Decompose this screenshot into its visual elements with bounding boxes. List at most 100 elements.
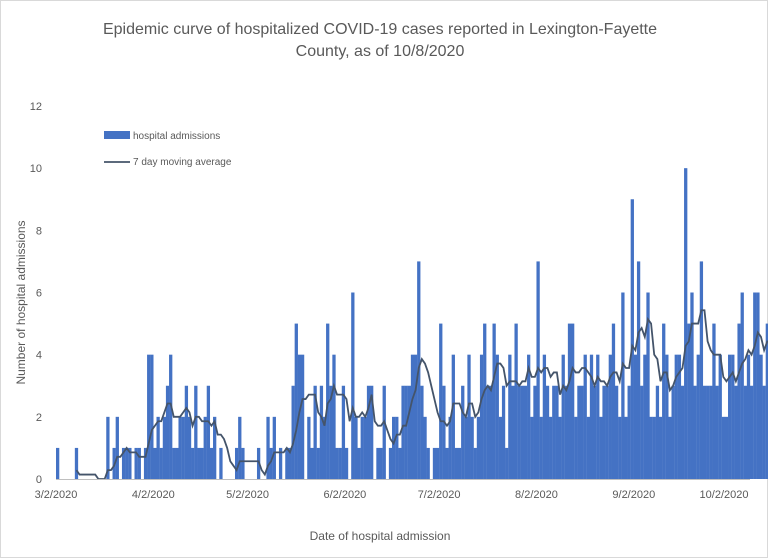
bar — [326, 323, 330, 479]
bar — [316, 447, 320, 479]
bar — [652, 416, 656, 479]
bar — [376, 447, 380, 479]
bar — [392, 416, 396, 479]
bar — [523, 385, 528, 479]
x-tick-label: 6/2/2020 — [323, 489, 366, 501]
legend-label-hospital-admissions: hospital admissions — [133, 131, 220, 142]
bar — [191, 447, 195, 479]
bar — [721, 416, 726, 479]
bar — [56, 447, 60, 479]
x-tick-label: 5/2/2020 — [226, 489, 269, 501]
y-tick-label: 4 — [36, 350, 42, 362]
y-tick-label: 2 — [36, 412, 42, 424]
bar — [734, 385, 738, 479]
x-tick-label: 8/2/2020 — [515, 489, 558, 501]
bar — [401, 385, 405, 479]
bar — [150, 354, 154, 479]
bar — [589, 354, 594, 479]
bar — [706, 385, 710, 479]
bar — [728, 354, 732, 479]
bar — [624, 416, 628, 479]
bar — [627, 385, 631, 479]
bar — [106, 416, 110, 479]
bar — [709, 385, 713, 479]
bar — [655, 385, 660, 479]
bar — [750, 385, 754, 479]
bar — [147, 354, 151, 479]
y-axis-title: Number of hospital admissions — [14, 220, 28, 384]
bar — [680, 385, 685, 479]
bar — [580, 385, 584, 479]
bar — [492, 323, 496, 479]
bar — [439, 323, 443, 479]
bar — [200, 447, 204, 479]
bar — [467, 354, 471, 479]
x-tick-label: 4/2/2020 — [132, 489, 175, 501]
bar — [363, 416, 368, 479]
bar — [432, 447, 437, 479]
bar — [426, 447, 430, 479]
bar — [636, 261, 641, 479]
bar — [134, 447, 138, 479]
bar — [272, 416, 276, 479]
bar — [712, 323, 716, 479]
bar — [451, 354, 455, 479]
bar — [498, 416, 503, 479]
bar — [178, 416, 182, 479]
bar — [495, 354, 499, 479]
bar — [618, 416, 622, 479]
moving-average-line — [75, 309, 768, 480]
bar — [159, 447, 163, 479]
bar — [724, 416, 729, 479]
y-tick-label: 6 — [36, 288, 42, 300]
bar — [464, 416, 468, 479]
bar — [319, 385, 324, 479]
bar — [266, 416, 270, 479]
y-tick-label: 10 — [30, 163, 42, 175]
bar — [731, 354, 735, 479]
bar — [486, 385, 490, 479]
bar — [646, 292, 650, 479]
bar — [577, 385, 581, 479]
y-tick-label: 8 — [36, 225, 42, 237]
bar — [643, 354, 647, 479]
y-axis-ticks: 0 2 4 6 8 10 12 — [30, 101, 42, 486]
bar — [413, 354, 418, 479]
bar — [479, 354, 484, 479]
bar — [702, 385, 707, 479]
bar — [382, 385, 386, 479]
bar — [169, 354, 173, 479]
bar — [234, 447, 239, 479]
bar — [602, 385, 606, 479]
bar — [338, 447, 342, 479]
bar — [461, 385, 465, 479]
bar — [329, 385, 333, 479]
bar — [596, 354, 600, 479]
bar — [549, 416, 553, 479]
bar — [640, 385, 644, 479]
bar — [674, 354, 678, 479]
bar — [395, 416, 399, 479]
x-axis-ticks: 3/2/2020 4/2/2020 5/2/2020 6/2/2020 7/2/2020… — [35, 489, 749, 501]
bar — [561, 354, 565, 479]
bar — [555, 385, 559, 479]
legend: hospital admissions 7 day moving average — [104, 131, 232, 168]
bar — [197, 447, 201, 479]
bar — [294, 323, 298, 479]
bar — [759, 354, 763, 479]
bar — [125, 447, 129, 479]
bar — [696, 354, 700, 479]
bar — [332, 354, 336, 479]
bar — [115, 416, 119, 479]
bar — [614, 385, 619, 479]
bar — [662, 323, 666, 479]
bar — [370, 385, 374, 479]
bar — [715, 385, 719, 479]
chart-title-line-1: Epidemic curve of hospitalized COVID-19 … — [103, 21, 657, 38]
bar — [344, 447, 349, 479]
bar — [668, 416, 672, 479]
bar — [740, 292, 744, 479]
bar — [756, 292, 760, 479]
y-tick-label: 0 — [36, 474, 42, 486]
bar — [238, 416, 242, 479]
